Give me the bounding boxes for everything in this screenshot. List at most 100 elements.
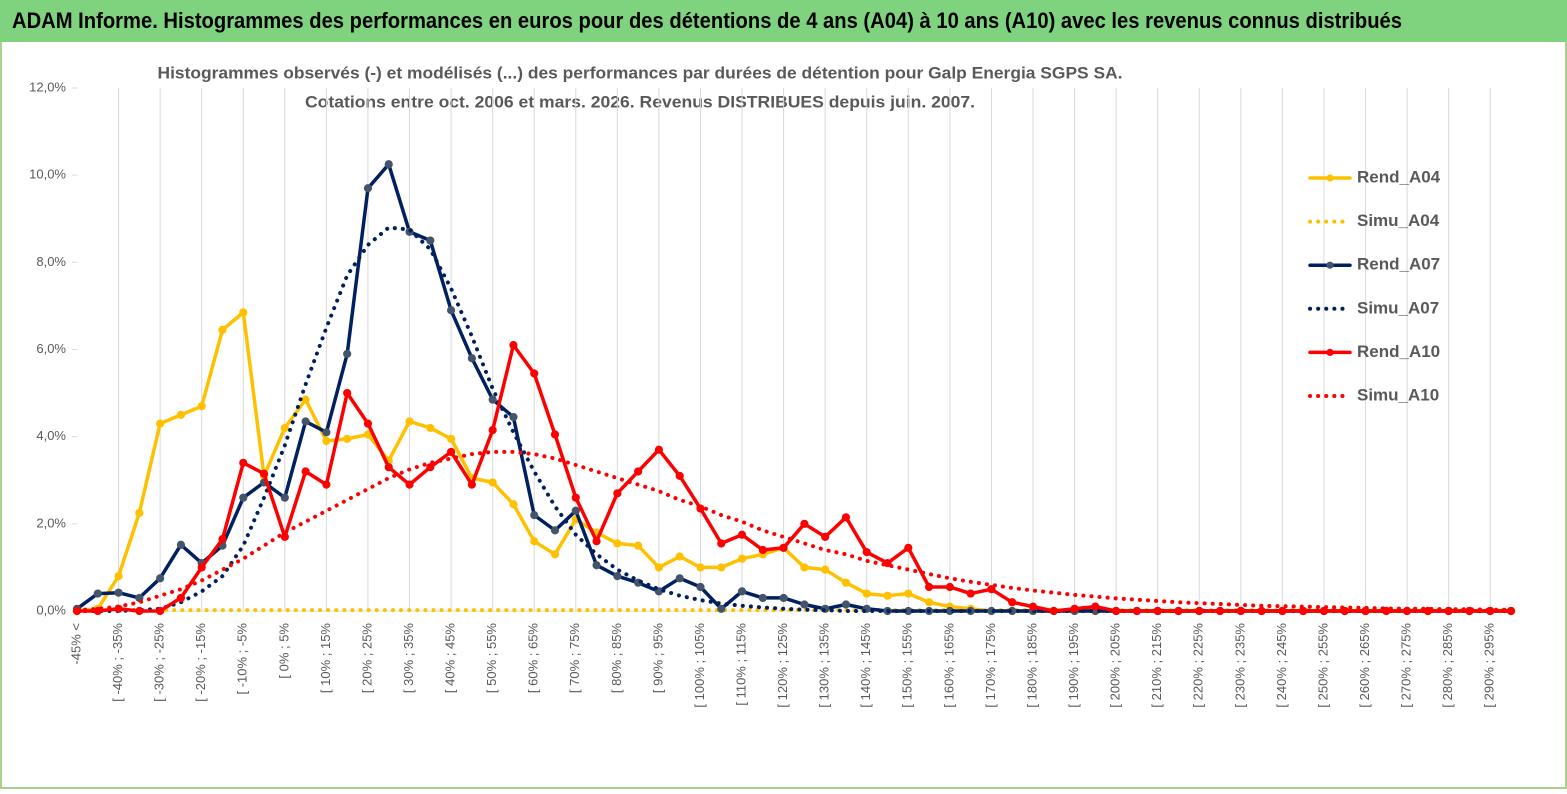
x-tick-label: [ 130% ; 135%: [817, 623, 832, 708]
data-point: [737, 554, 747, 563]
data-point: [654, 563, 664, 572]
data-point: [758, 593, 767, 603]
data-point: [696, 563, 705, 572]
data-point: [197, 563, 206, 572]
model-line: [75, 449, 1513, 613]
data-point: [426, 463, 435, 472]
x-tick-label: [ 160% ; 165%: [941, 623, 956, 708]
data-point: [841, 578, 851, 587]
data-point: [1112, 606, 1121, 616]
data-point: [613, 572, 622, 581]
x-tick-label: [ 30% ; 35%: [401, 623, 416, 694]
data-point: [197, 402, 206, 411]
legend-label: Simu_A10: [1357, 385, 1439, 404]
data-point: [259, 469, 269, 478]
legend-label: Rend_A07: [1357, 255, 1440, 274]
data-point: [114, 572, 123, 581]
legend-marker: [1326, 174, 1334, 182]
data-point: [405, 417, 414, 426]
data-point: [280, 493, 289, 502]
y-tick-label: 8,0%: [36, 254, 66, 269]
data-point: [987, 585, 996, 594]
x-tick-label: [ 180% ; 185%: [1024, 623, 1039, 708]
data-point: [322, 428, 331, 437]
header-title: ADAM Informe. Histogrammes des performan…: [12, 8, 1402, 33]
data-point: [322, 436, 331, 446]
x-tick-label: [ 40% ; 45%: [443, 623, 458, 694]
x-tick-label: [ 280% ; 285%: [1440, 623, 1455, 708]
data-point: [239, 458, 248, 467]
y-tick-label: 6,0%: [36, 341, 66, 356]
x-tick-label: [ 250% ; 255%: [1315, 623, 1330, 708]
data-point: [821, 565, 830, 574]
data-point: [1278, 606, 1287, 616]
plot: [72, 160, 1516, 616]
x-tick-label: [ 230% ; 235%: [1232, 623, 1247, 708]
legend-marker: [1326, 261, 1334, 269]
data-point: [488, 395, 497, 404]
data-point: [509, 412, 518, 422]
data-point: [239, 308, 248, 317]
legend-label: Simu_A07: [1357, 298, 1439, 317]
x-tick-label: [ 110% ; 115%: [733, 623, 748, 706]
data-point: [426, 236, 435, 245]
data-point: [1257, 606, 1266, 616]
x-tick-label: [ -40% ; -35%: [110, 623, 125, 702]
x-tick-label: [ 270% ; 275%: [1399, 623, 1414, 708]
data-point: [883, 591, 892, 600]
data-point: [446, 434, 456, 443]
y-tick-label: 4,0%: [36, 428, 66, 443]
data-point: [717, 539, 726, 548]
data-point: [1236, 606, 1245, 616]
x-tick-label: [ 0% ; 5%: [276, 623, 291, 679]
data-point: [1132, 606, 1142, 616]
data-point: [945, 582, 954, 592]
data-point: [176, 593, 186, 603]
chart-title: Histogrammes observés (-) et modélisés (…: [158, 63, 1123, 82]
data-point: [800, 519, 809, 528]
data-point: [176, 540, 186, 549]
data-point: [924, 598, 934, 607]
x-tick-label: [ 240% ; 245%: [1274, 623, 1289, 708]
data-point: [1174, 606, 1183, 616]
data-line: [75, 343, 1513, 613]
legend-label: Rend_A10: [1357, 342, 1440, 361]
data-point: [592, 561, 601, 570]
data-point: [156, 606, 165, 616]
data-point: [280, 423, 289, 433]
x-tick-label: [ 80% ; 85%: [609, 623, 624, 694]
data-point: [1506, 606, 1516, 616]
data-point: [634, 541, 643, 550]
x-tick-label: [ 60% ; 65%: [526, 623, 541, 694]
data-point: [156, 574, 165, 583]
data-point: [426, 423, 435, 433]
data-point: [613, 489, 622, 498]
data-point: [758, 545, 767, 555]
data-point: [467, 480, 476, 489]
data-point: [592, 537, 601, 546]
data-point: [634, 467, 643, 476]
y-tick-label: 0,0%: [36, 602, 66, 617]
data-point: [446, 306, 456, 315]
data-point: [800, 563, 809, 572]
x-tick-label: [ 260% ; 265%: [1357, 623, 1372, 708]
x-tick-label: [ -10% ; -5%: [235, 623, 250, 695]
data-point: [675, 552, 684, 561]
data-point: [862, 589, 871, 598]
data-point: [550, 526, 560, 535]
data-point: [363, 184, 373, 193]
data-point: [904, 589, 913, 598]
data-point: [509, 341, 518, 350]
data-point: [280, 532, 289, 542]
data-point: [1049, 606, 1058, 616]
data-point: [135, 606, 144, 616]
legend: Rend_A04 Simu_A04 Rend_A07 Simu_A07 Rend_A10…: [1308, 167, 1441, 404]
data-point: [301, 467, 310, 476]
data-point: [343, 434, 352, 443]
data-point: [218, 325, 227, 334]
data-point: [779, 543, 788, 552]
x-tick-label: [ 70% ; 75%: [567, 623, 582, 694]
data-point: [966, 589, 975, 598]
